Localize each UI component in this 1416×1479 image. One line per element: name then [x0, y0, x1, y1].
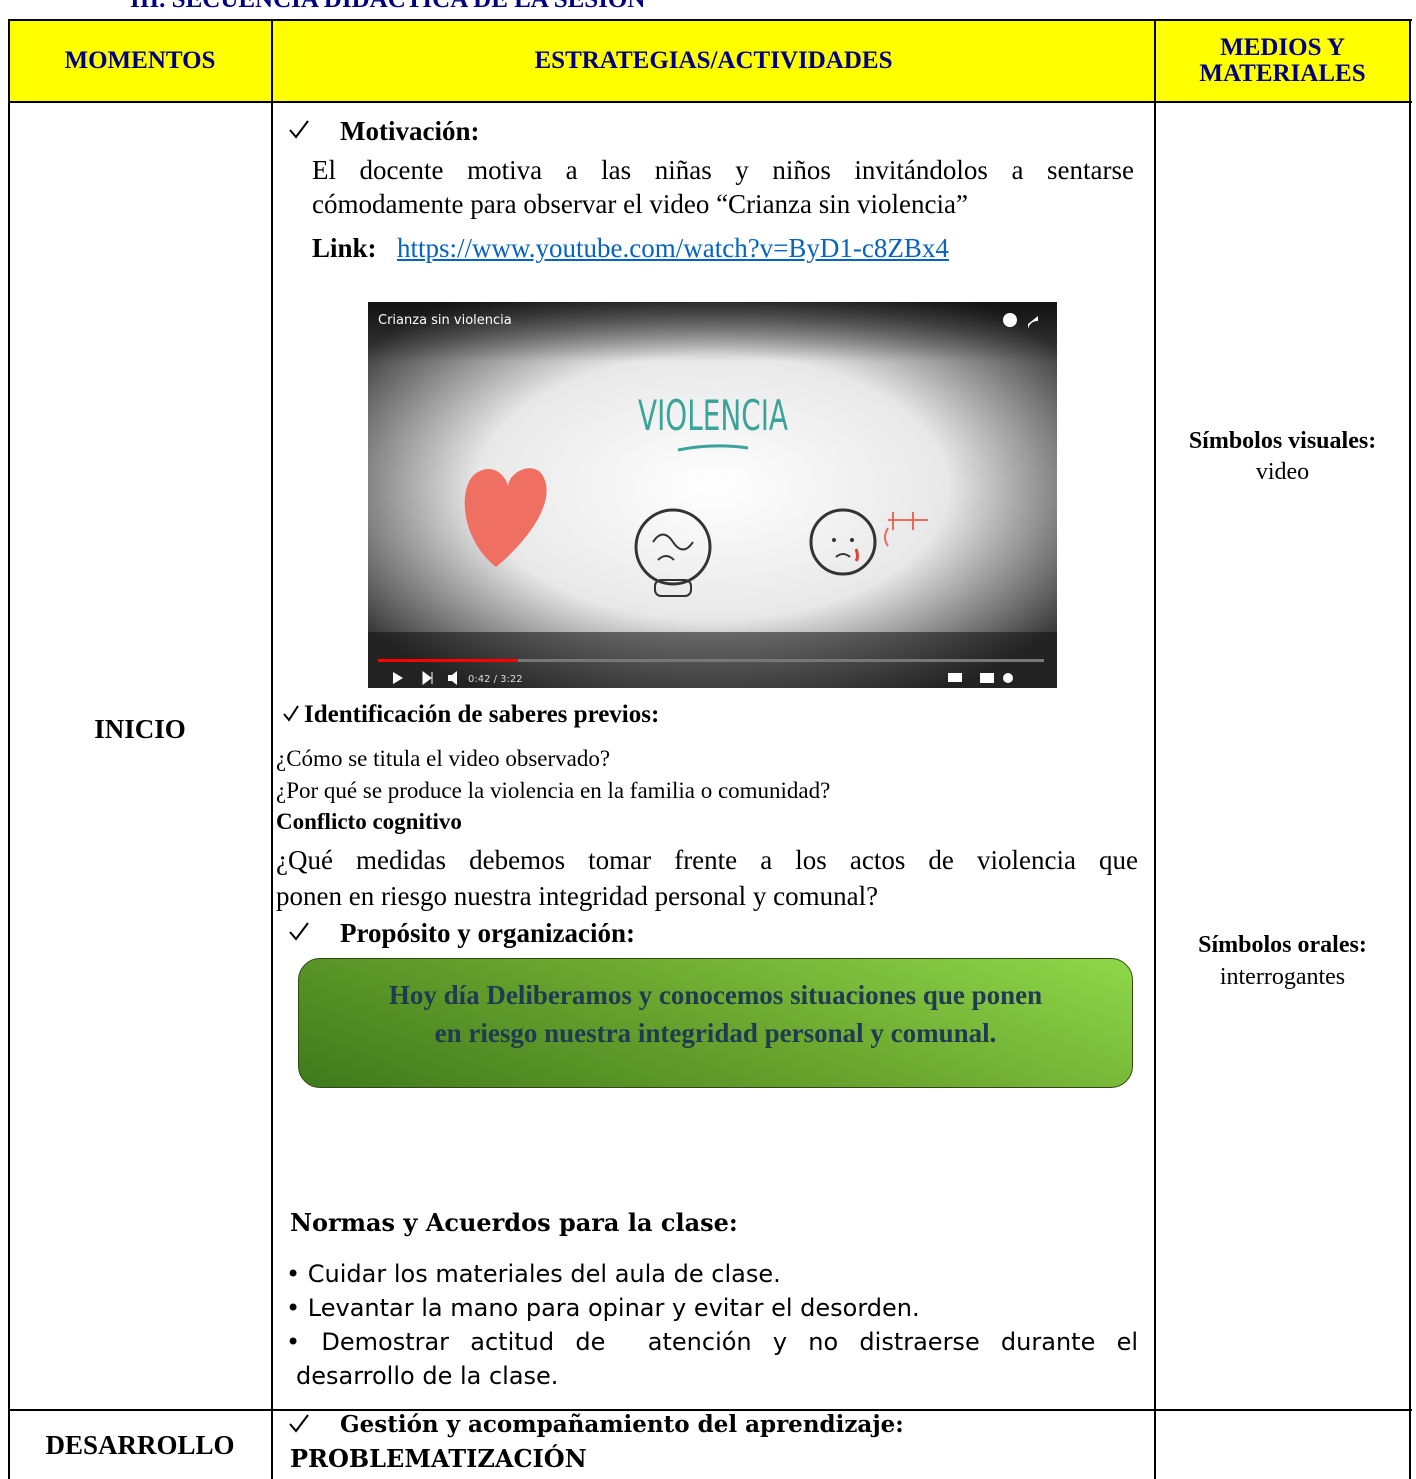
moment-label: INICIO: [94, 714, 186, 744]
section-heading: Propósito y organización:: [340, 918, 635, 948]
question: ¿Cómo se titula el video observado?: [276, 746, 611, 771]
question: ¿Por qué se produce la violencia en la f…: [276, 778, 831, 803]
table-border: [271, 19, 273, 1479]
purpose-line: en riesgo nuestra integridad personal y …: [434, 1018, 997, 1048]
subheading: Conflicto cognitivo: [276, 809, 462, 834]
check-icon: [289, 922, 309, 941]
material-title: Símbolos orales:: [1198, 932, 1367, 958]
video-time: 0:42 / 3:22: [468, 674, 523, 685]
header-cell: MOMENTOS: [64, 47, 216, 74]
paragraph-line: ponen en riesgo nuestra integridad perso…: [276, 881, 879, 911]
material-title: Símbolos visuales:: [1188, 428, 1377, 454]
link[interactable]: https://www.youtube.com/watch?v=ByD1-c8Z…: [397, 233, 949, 263]
purpose-line: Hoy día Deliberamos y conocemos situacio…: [388, 980, 1043, 1010]
check-icon: [289, 120, 309, 139]
check-icon: [283, 705, 299, 722]
material-text: interrogantes: [1219, 964, 1346, 990]
paragraph-line: ¿Qué medidas debemos tomar frente a los …: [276, 845, 1138, 875]
check-icon: [289, 1414, 309, 1433]
header-cell: ESTRATEGIAS/ACTIVIDADES: [534, 47, 893, 74]
moment-label: DESARROLLO: [45, 1430, 235, 1460]
paragraph-line: El docente motiva a las niñas y niños in…: [312, 155, 1134, 185]
table-border: [1154, 19, 1156, 1479]
table-border: [8, 1409, 1412, 1411]
rule-item: • Cuidar los materiales del aula de clas…: [286, 1260, 781, 1288]
section-heading: Gestión y acompañamiento del aprendizaje…: [340, 1411, 904, 1438]
video-thumbnail[interactable]: Crianza sin violencia VIOLENCIA 0:42 / 3…: [368, 302, 1057, 688]
rule-item: • Demostrar actitud de atención y no dis…: [286, 1328, 1138, 1356]
subheading: PROBLEMATIZACIÓN: [290, 1444, 587, 1473]
table-border: [8, 19, 10, 1479]
link-label: Link:: [312, 233, 377, 263]
section-title: III. SECUENCIA DIDÁCTICA DE LA SESIÓN: [130, 0, 645, 14]
section-heading: Motivación:: [340, 116, 480, 146]
header-background: [8, 20, 1410, 102]
rule-item: • Levantar la mano para opinar y evitar …: [286, 1294, 920, 1322]
video-frame-text: VIOLENCIA: [638, 391, 788, 440]
header-cell: MEDIOS Y MATERIALES: [1199, 34, 1366, 87]
table-border: [1409, 19, 1411, 1479]
video-title: Crianza sin violencia: [378, 313, 512, 328]
paragraph-line: cómodamente para observar el video “Cria…: [312, 189, 968, 219]
rule-item: desarrollo de la clase.: [296, 1362, 559, 1390]
table-border: [8, 101, 1412, 103]
table-border: [8, 19, 1412, 21]
purpose-box: [298, 958, 1133, 1088]
section-heading: Identificación de saberes previos:: [304, 701, 660, 728]
material-text: video: [1255, 459, 1310, 485]
section-heading: Normas y Acuerdos para la clase:: [290, 1208, 738, 1237]
